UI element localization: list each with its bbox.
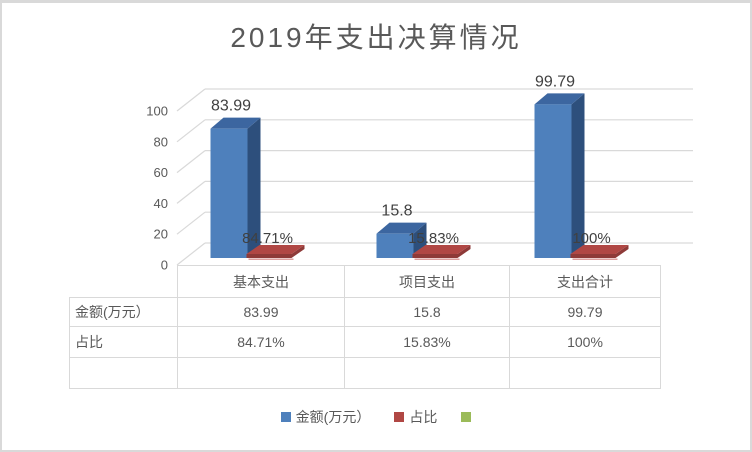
gridline-sidewall (176, 150, 206, 174)
data-table-value-cell: 84.71% (178, 327, 345, 358)
bar-percent-side (291, 245, 305, 258)
bar-amount-side (571, 93, 585, 259)
data-table-value-cell: 99.79 (510, 298, 661, 327)
gridline-sidewall (176, 242, 206, 266)
data-table-row-label (69, 358, 178, 389)
data-table-corner-cell (69, 265, 178, 298)
category-header-cell: 项目支出 (345, 265, 510, 298)
gridline-sidewall (176, 180, 206, 204)
bar-percent-front (570, 254, 616, 258)
data-table-row-label: 金额(万元） (69, 298, 178, 327)
data-table-value-cell (345, 358, 510, 389)
y-axis-tick-label: 60 (154, 165, 168, 180)
bar-amount-value-label: 99.79 (535, 73, 575, 90)
data-table-row-label: 占比 (69, 327, 178, 358)
legend-item: 占比 (394, 407, 437, 427)
y-axis-tick-label: 0 (161, 258, 168, 273)
chart-title: 2019年支出决算情况 (230, 22, 522, 53)
bar-percent-side (615, 245, 629, 258)
bar-percent-value-label: 84.71% (242, 230, 293, 247)
bar-percent-value-label: 100% (572, 230, 610, 247)
legend-item (461, 412, 472, 422)
bar-percent-bottom-edge (414, 258, 460, 260)
legend-item: 金额(万元） (280, 407, 371, 427)
data-table-value-cell: 15.83% (345, 327, 510, 358)
bar-amount-top (376, 222, 427, 234)
y-axis-tick-label: 40 (154, 196, 168, 211)
bar-percent-side (457, 245, 471, 258)
legend-swatch-icon (280, 412, 291, 422)
bar-percent-value-label: 15.83% (408, 230, 459, 247)
legend-label: 占比 (409, 409, 438, 425)
bar-percent-top (246, 245, 305, 254)
bar-percent-bottom-edge (572, 258, 618, 260)
bar-percent-front (246, 254, 292, 258)
y-axis-tick-label: 80 (154, 134, 168, 149)
bar-percent-bottom-edge (248, 258, 294, 260)
y-axis-tick-label: 20 (154, 227, 168, 242)
data-table-value-cell (510, 358, 661, 389)
data-table-value-cell (178, 358, 345, 389)
bar-amount-value-label: 83.99 (211, 98, 251, 115)
gridline-sidewall (176, 119, 206, 143)
y-axis-tick-label: 100 (146, 104, 168, 119)
legend-label: 金额(万元） (295, 409, 371, 425)
data-table-value-cell: 83.99 (178, 298, 345, 327)
bar-amount-top (210, 117, 261, 129)
category-header-cell: 基本支出 (178, 265, 345, 298)
chart-data-table: 基本支出 项目支出 支出合计金额(万元） 83.99 15.8 99.79 占比 84.71%… (69, 265, 661, 389)
bar-amount (376, 233, 414, 258)
data-table-value-cell: 15.8 (345, 298, 510, 327)
category-header-cell: 支出合计 (510, 265, 661, 298)
gridline-sidewall (176, 211, 206, 235)
data-table-value-cell: 100% (510, 327, 661, 358)
bar-amount-side (247, 117, 261, 259)
gridline-sidewall (176, 88, 206, 112)
bar-amount-value-label: 15.8 (381, 203, 412, 220)
bar-percent-front (412, 254, 458, 258)
bar-amount-top (534, 93, 585, 105)
bar-amount (210, 128, 248, 258)
legend-swatch-icon (394, 412, 405, 422)
bar-amount (534, 104, 572, 259)
legend-swatch-icon (461, 412, 472, 422)
bar-percent-top (412, 245, 471, 254)
bar-percent-top (570, 245, 629, 254)
chart-legend: 金额(万元） 占比 (0, 407, 752, 427)
